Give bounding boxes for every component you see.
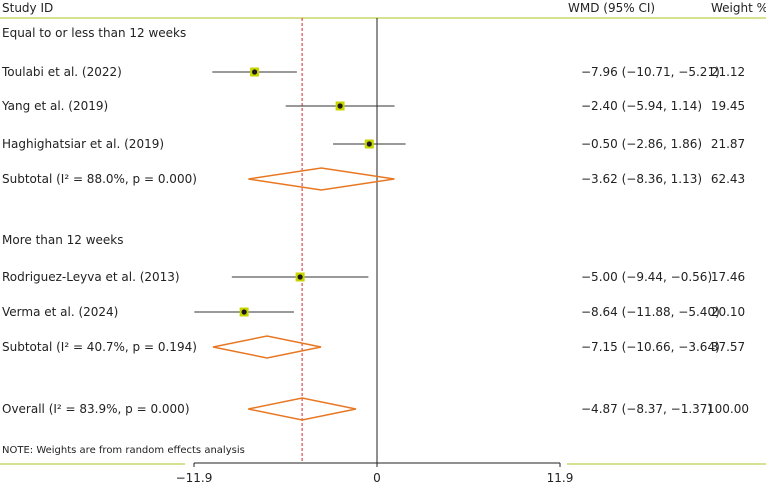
study-label: Toulabi et al. (2022) bbox=[1, 65, 122, 79]
study-ci-text: −0.50 (−2.86, 1.86) bbox=[581, 137, 702, 151]
study-ci-text: −2.40 (−5.94, 1.14) bbox=[581, 99, 702, 113]
reference-lines bbox=[301, 18, 378, 463]
x-tick-label: 0 bbox=[373, 471, 381, 485]
rules bbox=[0, 17, 766, 465]
subtotal-diamond bbox=[248, 167, 395, 191]
subtotal-label: Subtotal (I² = 88.0%, p = 0.000) bbox=[2, 172, 197, 186]
header-effect: WMD (95% CI) bbox=[568, 1, 655, 15]
subtotal-ci-text: −3.62 (−8.36, 1.13) bbox=[581, 172, 702, 186]
study-point bbox=[251, 69, 258, 75]
study-weight: 21.87 bbox=[711, 137, 745, 151]
overall-ci-text: −4.87 (−8.37, −1.37) bbox=[581, 402, 712, 416]
study-point bbox=[366, 141, 372, 147]
header-weight: Weight % bbox=[711, 1, 766, 15]
study-point bbox=[297, 274, 303, 280]
group-title: Equal to or less than 12 weeks bbox=[2, 26, 186, 40]
study-label: Rodriguez-Leyva et al. (2013) bbox=[2, 270, 180, 284]
group-title: More than 12 weeks bbox=[2, 233, 124, 247]
subtotal-ci-text: −7.15 (−10.66, −3.64) bbox=[581, 340, 720, 354]
study-label: Verma et al. (2024) bbox=[2, 305, 118, 319]
study-ci-text: −7.96 (−10.71, −5.21) bbox=[581, 65, 720, 79]
header-study-id: Study ID bbox=[2, 1, 53, 15]
x-axis: −11.9 0 11.9 bbox=[176, 462, 574, 485]
header-row: Study ID WMD (95% CI) Weight % bbox=[2, 1, 766, 15]
overall-weight: 100.00 bbox=[707, 402, 749, 416]
x-tick-label: −11.9 bbox=[176, 471, 213, 485]
study-label: Haghighatsiar et al. (2019) bbox=[2, 137, 164, 151]
study-point bbox=[241, 309, 247, 315]
subtotal-weight: 62.43 bbox=[711, 172, 745, 186]
study-rows: Equal to or less than 12 weeks Toulabi et… bbox=[1, 26, 749, 421]
subtotal-weight: 37.57 bbox=[711, 340, 745, 354]
subtotal-label: Subtotal (I² = 40.7%, p = 0.194) bbox=[2, 340, 197, 354]
study-label: Yang et al. (2019) bbox=[1, 99, 108, 113]
study-weight: 17.46 bbox=[711, 270, 745, 284]
study-ci-text: −8.64 (−11.88, −5.40) bbox=[581, 305, 720, 319]
study-weight: 19.45 bbox=[711, 99, 745, 113]
overall-diamond bbox=[248, 397, 357, 421]
x-tick-label: 11.9 bbox=[547, 471, 574, 485]
study-ci-text: −5.00 (−9.44, −0.56) bbox=[581, 270, 712, 284]
study-point bbox=[337, 103, 343, 109]
study-weight: 20.10 bbox=[711, 305, 745, 319]
subtotal-diamond bbox=[212, 335, 322, 359]
study-weight: 21.12 bbox=[711, 65, 745, 79]
overall-label: Overall (I² = 83.9%, p = 0.000) bbox=[2, 402, 190, 416]
note-text: NOTE: Weights are from random effects an… bbox=[2, 445, 245, 456]
